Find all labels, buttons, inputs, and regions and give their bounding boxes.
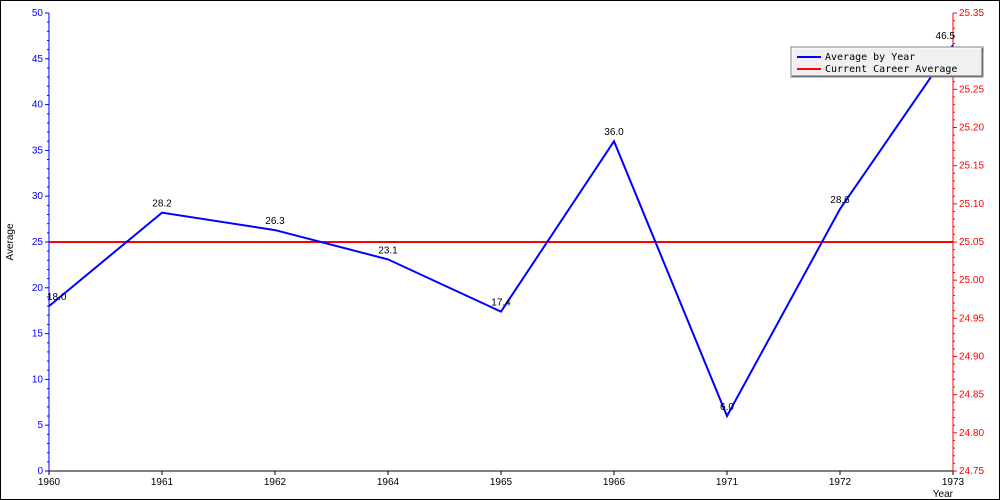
y-left-tick-label: 0 [37, 466, 43, 477]
y-left-tick-label: 25 [32, 237, 44, 248]
y-left-tick-label: 45 [32, 54, 44, 65]
x-tick-label: 1971 [716, 477, 739, 488]
y-right-tick-label: 24.85 [959, 390, 984, 401]
y-right-tick-label: 24.80 [959, 428, 984, 439]
y-right-tick-label: 25.35 [959, 8, 984, 19]
legend-label-career: Current Career Average [825, 64, 957, 75]
x-tick-label: 1966 [603, 477, 626, 488]
x-tick-label: 1972 [829, 477, 852, 488]
y-right-tick-label: 24.95 [959, 313, 984, 324]
x-tick-label: 1964 [377, 477, 400, 488]
y-right-tick-label: 25.20 [959, 123, 984, 134]
y-right-tick-label: 25.10 [959, 199, 984, 210]
y-left-axis-label: Average [5, 223, 16, 261]
data-point-label: 6.0 [720, 402, 734, 413]
x-tick-label: 1973 [942, 477, 965, 488]
chart-svg: 1960 1961 1962 1964 1965 1966 1971 1972 1973Year… [1, 1, 999, 499]
x-tick-label: 1960 [38, 477, 61, 488]
y-left-tick-label: 35 [32, 145, 44, 156]
y-left-tick-label: 40 [32, 100, 44, 111]
x-tick-label: 1962 [264, 477, 287, 488]
y-left-tick-label: 20 [32, 283, 44, 294]
chart-container: 1960 1961 1962 1964 1965 1966 1971 1972 1973Year… [0, 0, 1000, 500]
x-tick-label: 1965 [490, 477, 513, 488]
data-point-label: 36.0 [604, 127, 624, 138]
data-point-label: 18.0 [47, 292, 67, 303]
y-left-tick-label: 5 [37, 420, 43, 431]
data-point-label: 28.6 [830, 195, 850, 206]
y-left-tick-label: 15 [32, 329, 44, 340]
data-point-label: 23.1 [378, 245, 398, 256]
data-point-label: 28.2 [152, 199, 172, 210]
average-by-year-line [49, 45, 953, 416]
x-tick-label: 1961 [151, 477, 174, 488]
x-axis-label: Year [933, 489, 954, 499]
data-point-label: 17.4 [491, 298, 511, 309]
y-right-tick-label: 25.15 [959, 161, 984, 172]
legend: Average by YearCurrent Career Average [791, 47, 983, 77]
y-right-tick-label: 24.75 [959, 466, 984, 477]
data-point-label: 26.3 [265, 216, 285, 227]
y-left-tick-label: 50 [32, 8, 44, 19]
legend-label-avg: Average by Year [825, 52, 915, 63]
y-left-tick-label: 30 [32, 191, 44, 202]
y-right-tick-label: 25.05 [959, 237, 984, 248]
y-right-tick-label: 25.25 [959, 84, 984, 95]
y-right-tick-label: 24.90 [959, 352, 984, 363]
y-right-tick-label: 25.00 [959, 275, 984, 286]
y-left-tick-label: 10 [32, 374, 44, 385]
data-point-label: 46.5 [936, 31, 956, 42]
